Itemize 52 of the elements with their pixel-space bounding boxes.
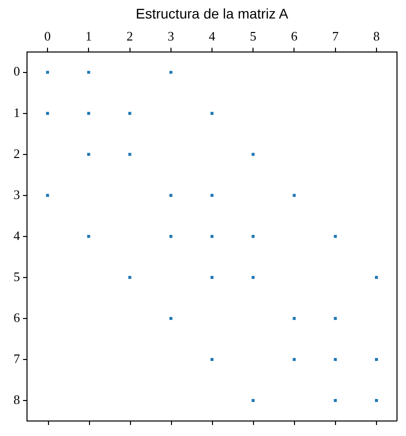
- x-tick-label: 3: [168, 28, 174, 44]
- y-tick-label: 8: [14, 392, 20, 407]
- point: [46, 194, 50, 197]
- point: [46, 70, 50, 74]
- point: [169, 194, 172, 197]
- x-tick-label: 7: [332, 28, 340, 44]
- point: [128, 276, 132, 279]
- point: [87, 152, 90, 156]
- y-tick-label: 6: [14, 310, 20, 325]
- point: [374, 276, 378, 279]
- point: [169, 234, 172, 238]
- point: [292, 358, 296, 361]
- point: [210, 194, 214, 197]
- point: [374, 399, 378, 402]
- point: [169, 316, 172, 320]
- point: [128, 152, 132, 156]
- y-tick-label: 1: [14, 104, 20, 120]
- x-tick-label: 8: [373, 28, 380, 44]
- point: [169, 70, 172, 74]
- y-tick-label: 7: [14, 350, 20, 366]
- point: [252, 152, 255, 156]
- y-tick-label: 3: [14, 186, 20, 202]
- x-tick-label: 5: [250, 28, 256, 44]
- y-tick-label: 5: [14, 268, 20, 284]
- x-tick-label: 0: [44, 28, 51, 44]
- point: [87, 234, 90, 238]
- point: [87, 112, 90, 115]
- x-tick-label: 4: [208, 28, 216, 44]
- point: [128, 112, 132, 115]
- y-tick-label: 4: [14, 228, 20, 243]
- point: [292, 316, 296, 320]
- point: [252, 276, 255, 279]
- point: [87, 70, 90, 74]
- point: [334, 234, 337, 238]
- x-tick-label: 1: [85, 28, 92, 44]
- y-tick-label: 2: [14, 146, 20, 161]
- point: [334, 399, 337, 402]
- point: [210, 276, 214, 279]
- point: [210, 234, 214, 238]
- x-tick-label: 2: [126, 28, 134, 44]
- point: [46, 112, 50, 115]
- point: [210, 112, 214, 115]
- point: [252, 234, 255, 238]
- point: [292, 194, 296, 197]
- y-tick-label: 0: [14, 64, 20, 79]
- point: [334, 358, 337, 361]
- point: [374, 358, 378, 361]
- point: [210, 358, 214, 361]
- x-tick-label: 6: [290, 28, 298, 44]
- point: [252, 399, 255, 402]
- point: [334, 316, 337, 320]
- chart-title: Estructura de la matriz A: [136, 5, 289, 22]
